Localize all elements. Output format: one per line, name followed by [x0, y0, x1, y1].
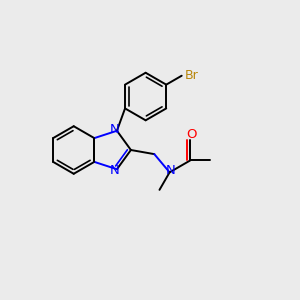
- Text: N: N: [110, 123, 120, 136]
- Text: O: O: [186, 128, 196, 141]
- Text: N: N: [110, 164, 120, 177]
- Text: N: N: [166, 164, 176, 177]
- Text: Br: Br: [185, 69, 198, 82]
